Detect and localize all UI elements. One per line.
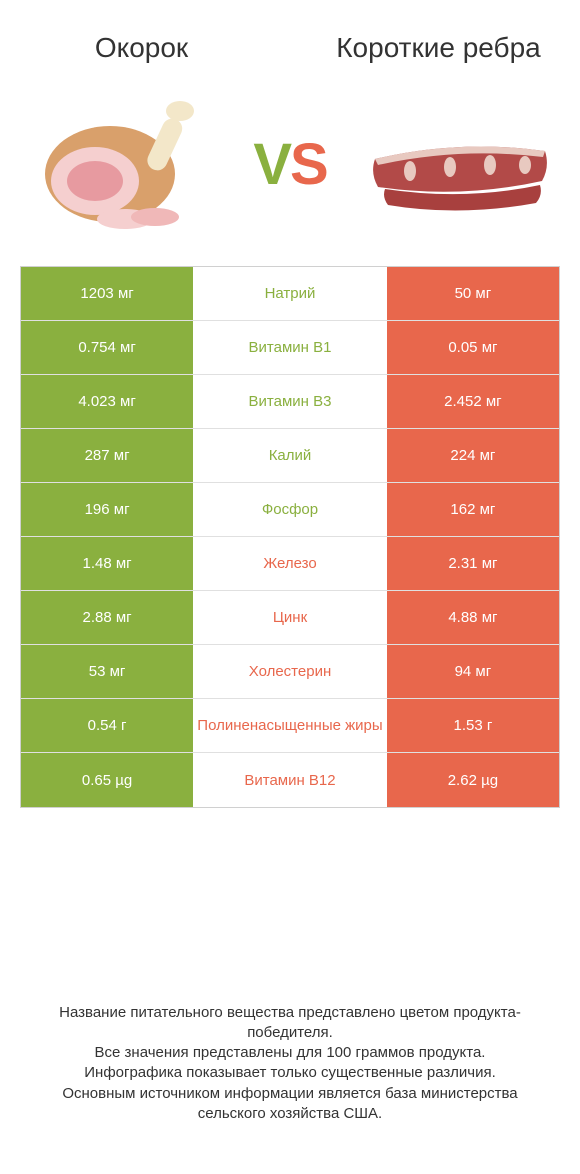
nutrient-name: Фосфор [193, 483, 387, 536]
value-left: 1.48 мг [21, 537, 193, 590]
table-row: 4.023 мгВитамин B32.452 мг [21, 375, 559, 429]
value-right: 50 мг [387, 267, 559, 320]
footer-line: Все значения представлены для 100 граммо… [28, 1043, 552, 1063]
nutrient-name: Витамин B3 [193, 375, 387, 428]
value-right: 94 мг [387, 645, 559, 698]
table-row: 0.65 µgВитамин B122.62 µg [21, 753, 559, 807]
value-right: 224 мг [387, 429, 559, 482]
table-row: 1.48 мгЖелезо2.31 мг [21, 537, 559, 591]
value-right: 2.62 µg [387, 753, 559, 807]
value-right: 2.452 мг [387, 375, 559, 428]
nutrition-table: 1203 мгНатрий50 мг0.754 мгВитамин B10.05… [20, 266, 560, 808]
value-right: 2.31 мг [387, 537, 559, 590]
value-left: 0.65 µg [21, 753, 193, 807]
footer-notes: Название питательного вещества представл… [0, 1003, 580, 1125]
nutrient-name: Калий [193, 429, 387, 482]
table-row: 287 мгКалий224 мг [21, 429, 559, 483]
table-row: 53 мгХолестерин94 мг [21, 645, 559, 699]
footer-line: Основным источником информации является … [28, 1084, 552, 1125]
product-left-title: Окорок [20, 32, 263, 64]
vs-s: S [290, 132, 327, 197]
value-right: 162 мг [387, 483, 559, 536]
header-row: Окорок Короткие ребра [0, 0, 580, 74]
table-row: 2.88 мгЦинк4.88 мг [21, 591, 559, 645]
value-right: 0.05 мг [387, 321, 559, 374]
nutrient-name: Витамин B1 [193, 321, 387, 374]
value-left: 53 мг [21, 645, 193, 698]
ribs-image [360, 89, 560, 239]
nutrient-name: Цинк [193, 591, 387, 644]
table-row: 0.754 мгВитамин B10.05 мг [21, 321, 559, 375]
product-right-title: Короткие ребра [317, 32, 560, 64]
value-right: 1.53 г [387, 699, 559, 752]
nutrient-name: Холестерин [193, 645, 387, 698]
nutrient-name: Витамин B12 [193, 753, 387, 807]
value-left: 196 мг [21, 483, 193, 536]
vs-v: V [253, 132, 290, 197]
ham-image [20, 89, 220, 239]
value-left: 0.54 г [21, 699, 193, 752]
table-row: 196 мгФосфор162 мг [21, 483, 559, 537]
nutrient-name: Натрий [193, 267, 387, 320]
footer-line: Название питательного вещества представл… [28, 1003, 552, 1044]
value-left: 287 мг [21, 429, 193, 482]
value-left: 1203 мг [21, 267, 193, 320]
footer-line: Инфографика показывает только существенн… [28, 1063, 552, 1083]
value-left: 2.88 мг [21, 591, 193, 644]
value-left: 4.023 мг [21, 375, 193, 428]
nutrient-name: Железо [193, 537, 387, 590]
value-right: 4.88 мг [387, 591, 559, 644]
table-row: 1203 мгНатрий50 мг [21, 267, 559, 321]
nutrient-name: Полиненасыщенные жиры [193, 699, 387, 752]
table-row: 0.54 гПолиненасыщенные жиры1.53 г [21, 699, 559, 753]
vs-label: VS [253, 131, 326, 198]
value-left: 0.754 мг [21, 321, 193, 374]
vs-row: VS [0, 74, 580, 254]
